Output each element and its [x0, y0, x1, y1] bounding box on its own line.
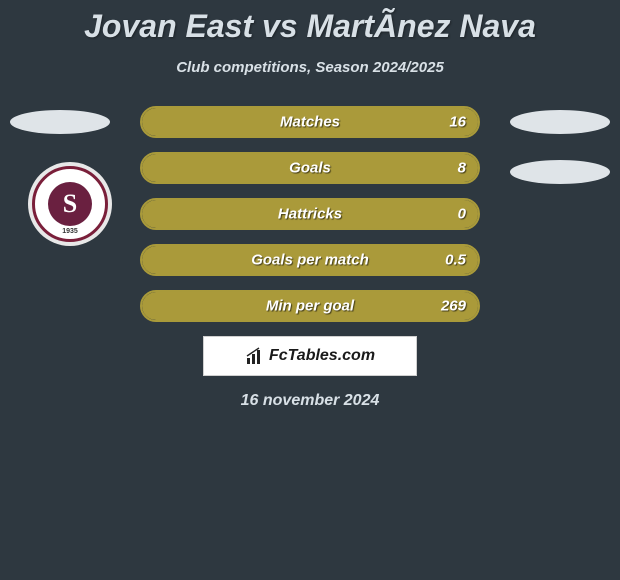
stat-value: 0.5 [445, 252, 466, 269]
player-left-ellipse [10, 110, 110, 134]
chart-icon [245, 346, 265, 366]
brand-box[interactable]: FcTables.com [203, 336, 417, 376]
stat-label: Hattricks [278, 206, 342, 223]
stat-row: Min per goal 269 [140, 290, 480, 322]
club-badge-outer: S 1935 [28, 162, 112, 246]
stat-row: Matches 16 [140, 106, 480, 138]
stat-bar: Min per goal 269 [140, 290, 480, 322]
date-text: 16 november 2024 [0, 392, 620, 410]
stat-value: 0 [458, 206, 466, 223]
stat-row: Hattricks 0 [140, 198, 480, 230]
stat-label: Goals [289, 160, 331, 177]
page-subtitle: Club competitions, Season 2024/2025 [0, 59, 620, 76]
stat-bar: Goals per match 0.5 [140, 244, 480, 276]
stat-value: 16 [449, 114, 466, 131]
player-right-ellipse-2 [510, 160, 610, 184]
page-title: Jovan East vs MartÃ­nez Nava [0, 0, 620, 45]
stat-bar: Hattricks 0 [140, 198, 480, 230]
stat-bar: Matches 16 [140, 106, 480, 138]
stat-value: 8 [458, 160, 466, 177]
stat-label: Min per goal [266, 298, 354, 315]
player-right-ellipse-1 [510, 110, 610, 134]
club-badge-year: 1935 [62, 228, 78, 235]
stat-label: Matches [280, 114, 340, 131]
club-badge: S 1935 [28, 162, 112, 246]
club-badge-letter: S [48, 182, 92, 226]
stat-row: Goals per match 0.5 [140, 244, 480, 276]
stat-bar: Goals 8 [140, 152, 480, 184]
stat-value: 269 [441, 298, 466, 315]
brand-text: FcTables.com [269, 347, 375, 365]
stat-row: Goals 8 [140, 152, 480, 184]
stats-container: S 1935 Matches 16 Goals 8 Hattricks 0 Goals pe… [0, 106, 620, 322]
club-badge-ring: S 1935 [32, 166, 108, 242]
stat-label: Goals per match [251, 252, 369, 269]
